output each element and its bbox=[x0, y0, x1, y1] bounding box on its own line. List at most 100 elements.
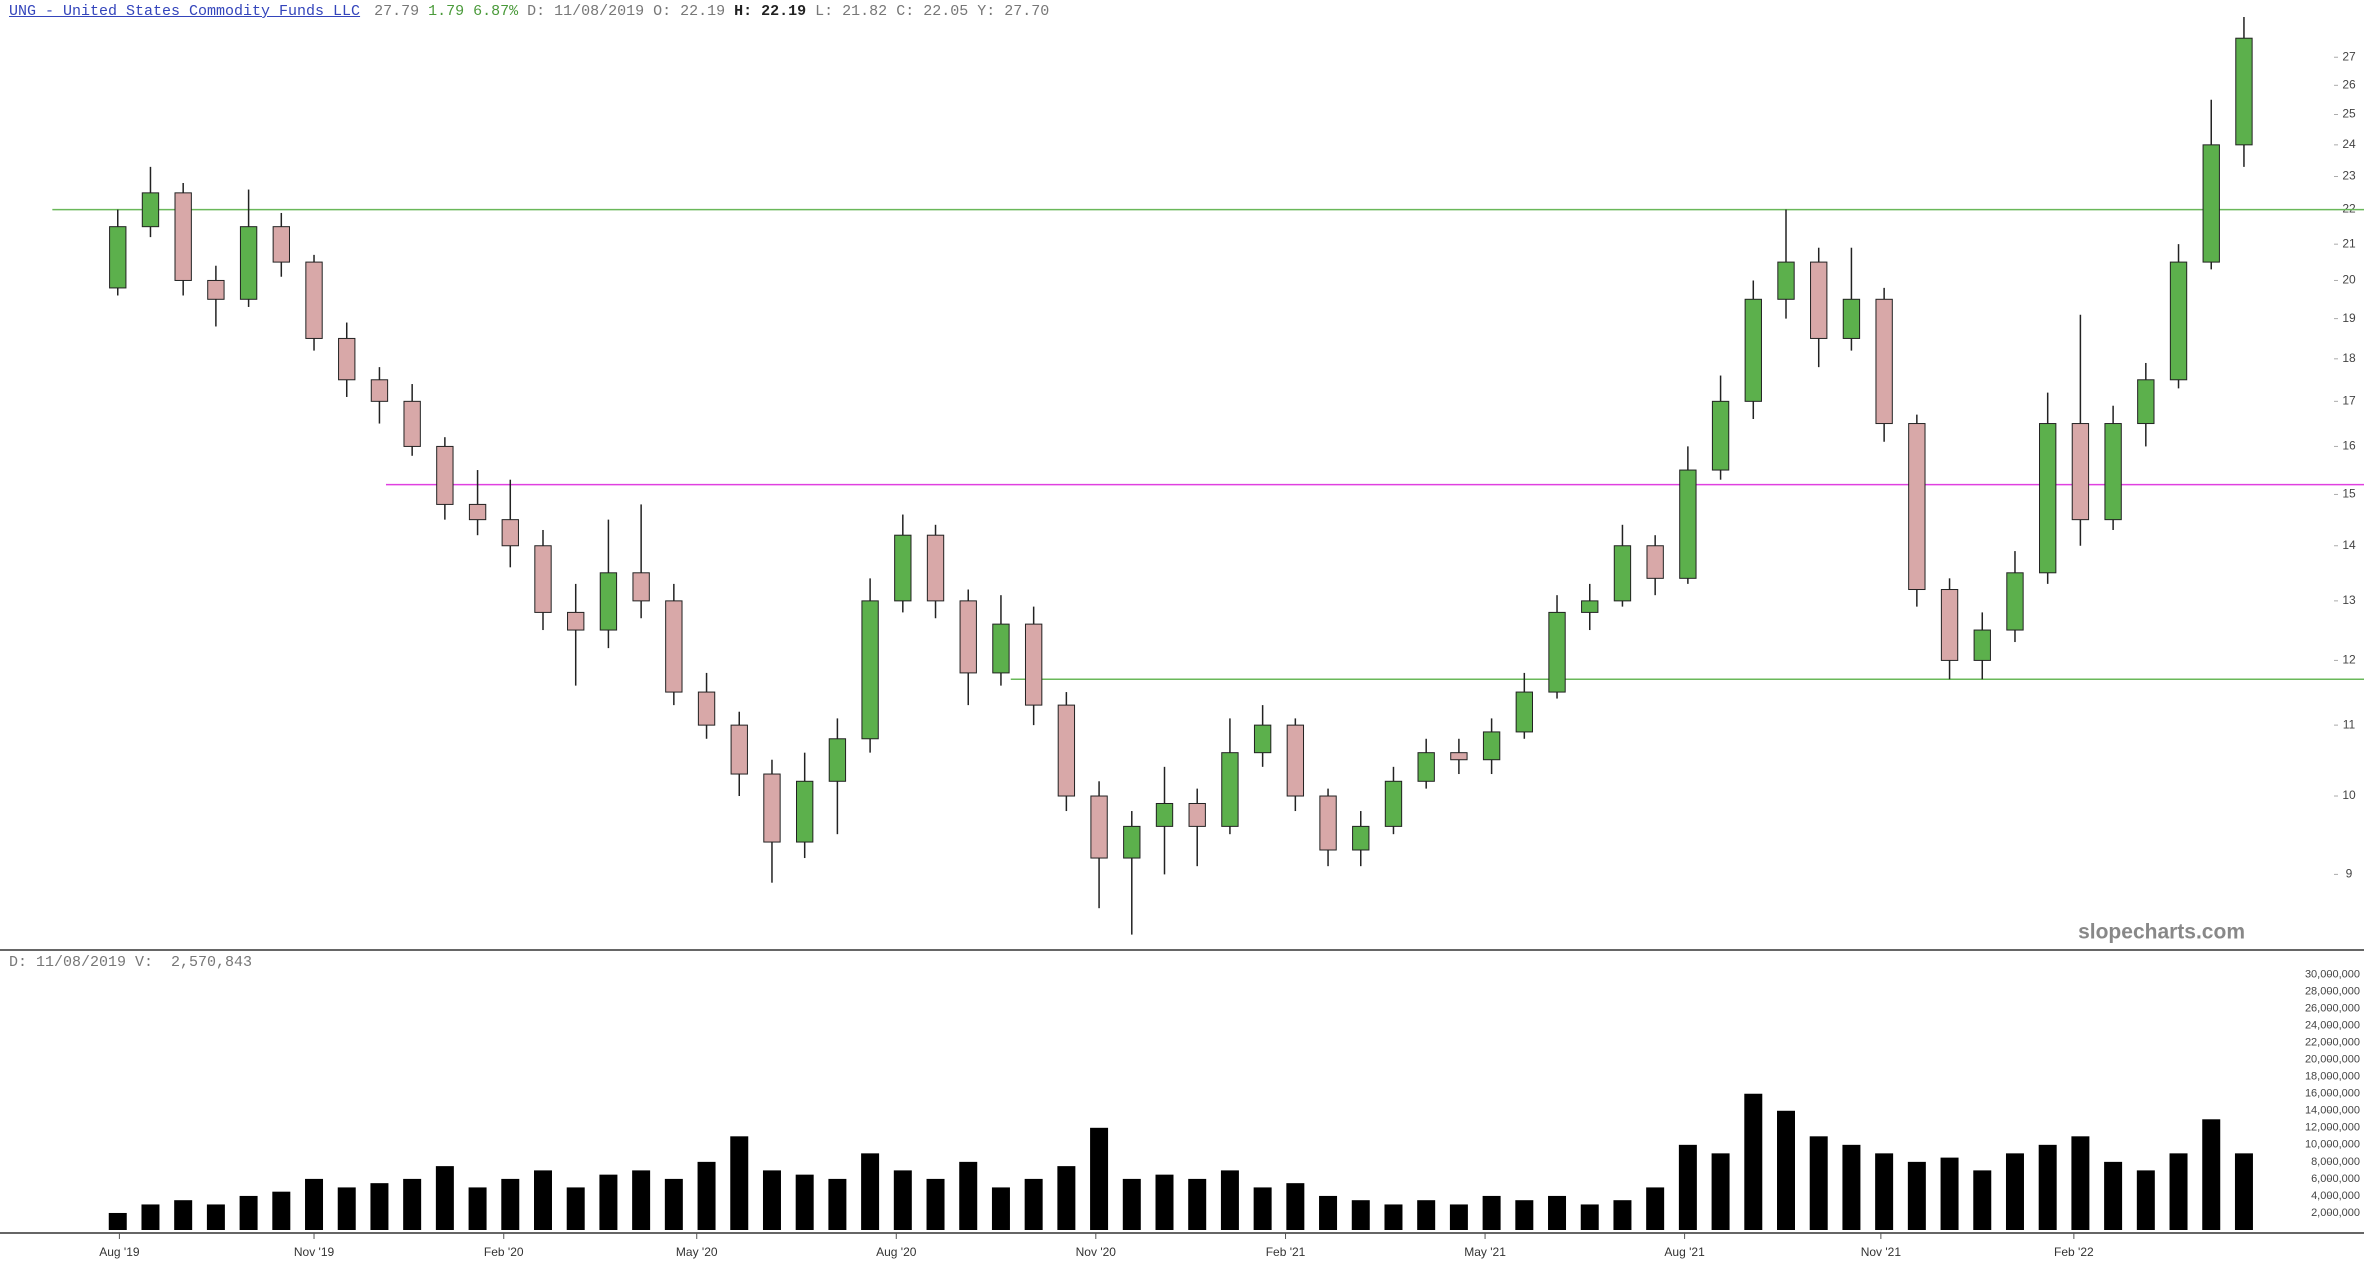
volume-bar bbox=[337, 1187, 356, 1230]
volume-bar bbox=[1220, 1170, 1239, 1230]
volume-bar bbox=[108, 1212, 127, 1230]
candle-body bbox=[2235, 37, 2253, 146]
candle-body bbox=[1155, 802, 1174, 827]
candle-body bbox=[1384, 780, 1403, 827]
candle-body bbox=[2006, 572, 2024, 631]
candle-body bbox=[338, 337, 356, 381]
candle-body bbox=[1221, 752, 1239, 827]
y-tick-label: 20,000,000 bbox=[2305, 1054, 2360, 1066]
candle-body bbox=[1908, 423, 1926, 591]
x-tick-label: May '20 bbox=[676, 1245, 718, 1259]
candle-body bbox=[2202, 144, 2220, 263]
y: Y: 27.70 bbox=[977, 3, 1050, 20]
volume-bar bbox=[1646, 1187, 1665, 1230]
candle-body bbox=[2071, 423, 2090, 521]
y-tick-label: 27 bbox=[2342, 49, 2356, 63]
volume-bar bbox=[762, 1170, 781, 1230]
y-tick-label: 6,000,000 bbox=[2311, 1173, 2360, 1185]
y-tick-label: 13 bbox=[2342, 593, 2356, 607]
candle-body bbox=[796, 780, 814, 843]
y-tick-label: 10 bbox=[2342, 788, 2356, 802]
y-tick-label: 23 bbox=[2342, 169, 2356, 183]
volume-bar bbox=[1090, 1127, 1109, 1230]
close: C: 22.05 bbox=[896, 3, 969, 20]
candle-body bbox=[1057, 704, 1076, 797]
candle-body bbox=[1581, 600, 1599, 613]
volume-bar bbox=[2234, 1153, 2253, 1230]
y-tick-label: 16 bbox=[2342, 439, 2356, 453]
x-tick-label: Feb '20 bbox=[484, 1245, 524, 1259]
y-tick-label: 21 bbox=[2342, 236, 2356, 250]
volume-bar bbox=[1319, 1195, 1338, 1230]
volume-bar bbox=[632, 1170, 651, 1230]
candle-body bbox=[2104, 423, 2122, 521]
volume-bar bbox=[1842, 1144, 1861, 1230]
candle-body bbox=[2169, 261, 2188, 381]
candle-body bbox=[1253, 724, 1272, 754]
candle-body bbox=[1613, 545, 1632, 602]
candle-body bbox=[109, 226, 127, 289]
candle-body bbox=[763, 773, 781, 843]
volume-bar bbox=[1973, 1170, 1992, 1230]
candle-body bbox=[1024, 623, 1043, 706]
low: L: 21.82 bbox=[815, 3, 888, 20]
candle-body bbox=[730, 724, 748, 775]
candle-body bbox=[1123, 825, 1141, 859]
candle-body bbox=[1842, 298, 1861, 339]
y-tick-label: 19 bbox=[2342, 311, 2356, 325]
candle-body bbox=[403, 400, 421, 447]
candle-body bbox=[305, 261, 323, 339]
y-tick-label: 22 bbox=[2342, 202, 2356, 216]
y-tick-label: 11 bbox=[2343, 717, 2356, 731]
candle-body bbox=[1973, 629, 1991, 661]
candle-body bbox=[1417, 752, 1435, 782]
volume-bar bbox=[239, 1195, 258, 1230]
volume-bar bbox=[1122, 1178, 1141, 1230]
volume-bar bbox=[1678, 1144, 1697, 1230]
volume-bar bbox=[403, 1178, 422, 1230]
volume-bar bbox=[206, 1204, 225, 1230]
volume-bar bbox=[1286, 1183, 1305, 1230]
volume-bar bbox=[174, 1200, 193, 1230]
high: H: 22.19 bbox=[734, 3, 807, 20]
volume-bar bbox=[1777, 1110, 1795, 1230]
volume-bar bbox=[1384, 1204, 1403, 1230]
y-tick-label: 17 bbox=[2342, 394, 2356, 408]
candle-body bbox=[174, 192, 192, 281]
volume-bar bbox=[435, 1166, 454, 1230]
candle-body bbox=[1940, 589, 1959, 661]
volume-bar bbox=[893, 1170, 912, 1230]
volume-bar bbox=[861, 1153, 880, 1230]
volume-bar bbox=[1515, 1200, 1534, 1230]
volume-bar bbox=[1155, 1174, 1174, 1230]
candle-body bbox=[1090, 795, 1108, 859]
candle-body bbox=[141, 192, 160, 228]
volume-bar bbox=[1907, 1161, 1926, 1230]
candle-body bbox=[370, 379, 389, 402]
candle-body bbox=[926, 534, 945, 602]
volume-bar bbox=[566, 1187, 585, 1230]
x-tick-label: Nov '20 bbox=[1076, 1245, 1117, 1259]
volume-bar bbox=[1940, 1157, 1959, 1230]
candle-body bbox=[1352, 825, 1370, 851]
volume-info: D: 11/08/2019 V: 2,570,843 bbox=[9, 954, 252, 971]
volume-bar bbox=[370, 1183, 389, 1230]
volume-bar bbox=[305, 1178, 324, 1230]
x-tick-label: Feb '21 bbox=[1266, 1245, 1306, 1259]
y-tick-label: 14 bbox=[2342, 538, 2356, 552]
candle-body bbox=[861, 600, 879, 740]
symbol-link[interactable]: UNG - United States Commodity Funds LLC bbox=[9, 3, 361, 20]
candle-body bbox=[534, 545, 552, 613]
y-tick-label: 10,000,000 bbox=[2305, 1139, 2360, 1151]
y-tick-label: 30,000,000 bbox=[2305, 968, 2360, 980]
candle-body bbox=[2137, 379, 2155, 425]
y-tick-label: 18 bbox=[2342, 351, 2356, 365]
y-tick-label: 18,000,000 bbox=[2305, 1071, 2360, 1083]
candle-body bbox=[501, 519, 519, 547]
y-tick-label: 20 bbox=[2342, 273, 2356, 287]
candle-body bbox=[239, 226, 258, 300]
candle-body bbox=[894, 534, 912, 602]
volume-bar bbox=[1417, 1200, 1436, 1230]
